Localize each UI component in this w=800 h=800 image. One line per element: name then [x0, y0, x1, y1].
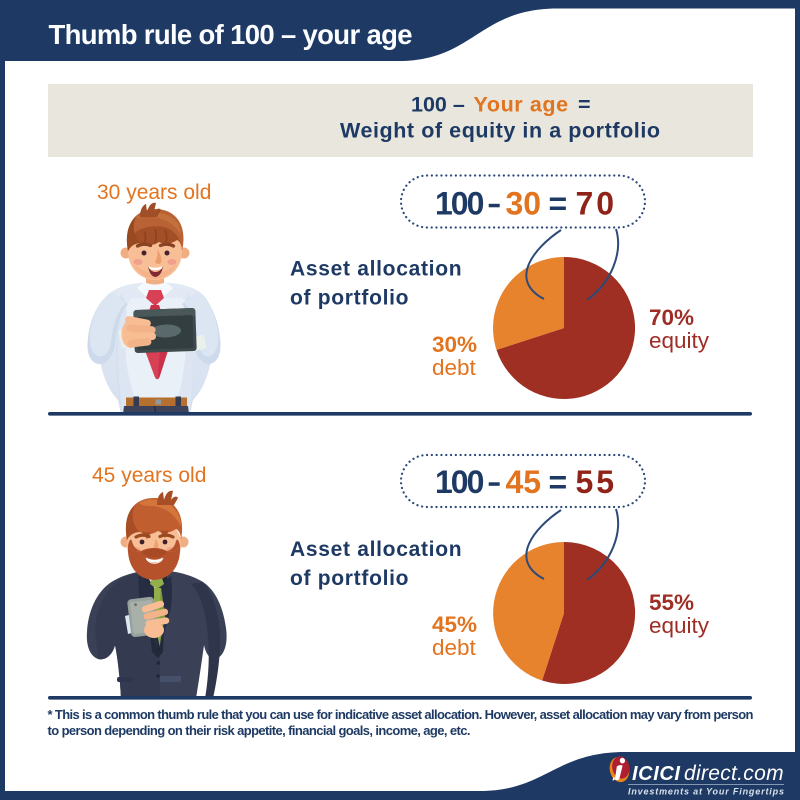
svg-text:to person depending on their r: to person depending on their risk appeti… [48, 723, 471, 738]
svg-text:equity: equity [649, 613, 710, 638]
svg-text:45 years old: 45 years old [92, 464, 206, 487]
svg-text:of portfolio: of portfolio [290, 287, 409, 310]
svg-text:=: = [549, 186, 568, 222]
svg-text:of portfolio: of portfolio [290, 567, 409, 590]
svg-text:70%: 70% [649, 305, 694, 330]
svg-text:55%: 55% [649, 590, 694, 615]
svg-text:equity: equity [649, 328, 710, 353]
svg-text:45: 45 [506, 464, 542, 500]
svg-text:direct.com: direct.com [684, 762, 784, 785]
svg-text:100 –: 100 – [411, 93, 465, 117]
svg-text:100: 100 [435, 464, 484, 500]
svg-text:debt: debt [432, 635, 477, 660]
svg-text:100: 100 [435, 186, 484, 222]
svg-text:30: 30 [506, 186, 542, 222]
svg-text:Investments at Your Fingertips: Investments at Your Fingertips [628, 787, 784, 797]
svg-text:=: = [578, 93, 591, 117]
svg-text:Thumb rule of 100 – your age: Thumb rule of 100 – your age [49, 19, 413, 50]
svg-text:30%: 30% [432, 332, 477, 357]
svg-text:=: = [549, 464, 568, 500]
svg-text:Asset allocation: Asset allocation [290, 258, 462, 281]
svg-text:30 years old: 30 years old [97, 181, 211, 204]
svg-text:debt: debt [432, 355, 477, 380]
svg-text:Asset allocation: Asset allocation [290, 538, 462, 561]
svg-text:* This is a common thumb rule: * This is a common thumb rule that you c… [48, 707, 754, 722]
svg-text:ICICI: ICICI [632, 763, 681, 785]
svg-text:Weight of equity in a portfoli: Weight of equity in a portfolio [340, 119, 660, 143]
svg-text:55: 55 [576, 464, 618, 500]
svg-text:Your age: Your age [474, 93, 569, 117]
svg-text:45%: 45% [432, 612, 477, 637]
svg-text:70: 70 [576, 186, 618, 222]
